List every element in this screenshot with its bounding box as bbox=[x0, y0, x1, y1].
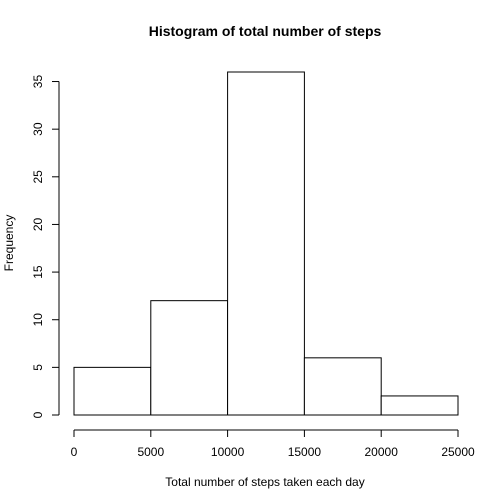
x-tick-label: 20000 bbox=[365, 445, 399, 459]
chart-title: Histogram of total number of steps bbox=[149, 23, 382, 39]
x-tick-label: 25000 bbox=[441, 445, 475, 459]
y-tick-label: 30 bbox=[31, 122, 45, 136]
x-tick-label: 10000 bbox=[211, 445, 245, 459]
x-tick-label: 0 bbox=[71, 445, 78, 459]
y-axis-label: Frequency bbox=[2, 215, 16, 272]
x-tick-label: 15000 bbox=[288, 445, 322, 459]
histogram-bar bbox=[303, 357, 382, 416]
y-tick-label: 15 bbox=[31, 265, 45, 279]
histogram-bars bbox=[73, 71, 459, 416]
y-tick-label: 5 bbox=[31, 364, 45, 371]
y-tick-label: 35 bbox=[31, 75, 45, 89]
histogram-bar bbox=[150, 300, 229, 416]
x-axis-label: Total number of steps taken each day bbox=[165, 475, 364, 489]
y-tick-label: 25 bbox=[31, 170, 45, 184]
x-axis: 0 5000 10000 15000 20000 25000 bbox=[71, 429, 475, 459]
y-axis: 0 5 10 15 20 25 30 35 bbox=[31, 75, 60, 418]
x-tick-label: 5000 bbox=[137, 445, 164, 459]
y-tick-label: 0 bbox=[31, 411, 45, 418]
histogram-bar bbox=[227, 71, 305, 416]
y-tick-label: 20 bbox=[31, 217, 45, 231]
histogram-bar bbox=[380, 395, 459, 416]
y-tick-label: 10 bbox=[31, 313, 45, 327]
histogram-bar bbox=[73, 366, 152, 416]
